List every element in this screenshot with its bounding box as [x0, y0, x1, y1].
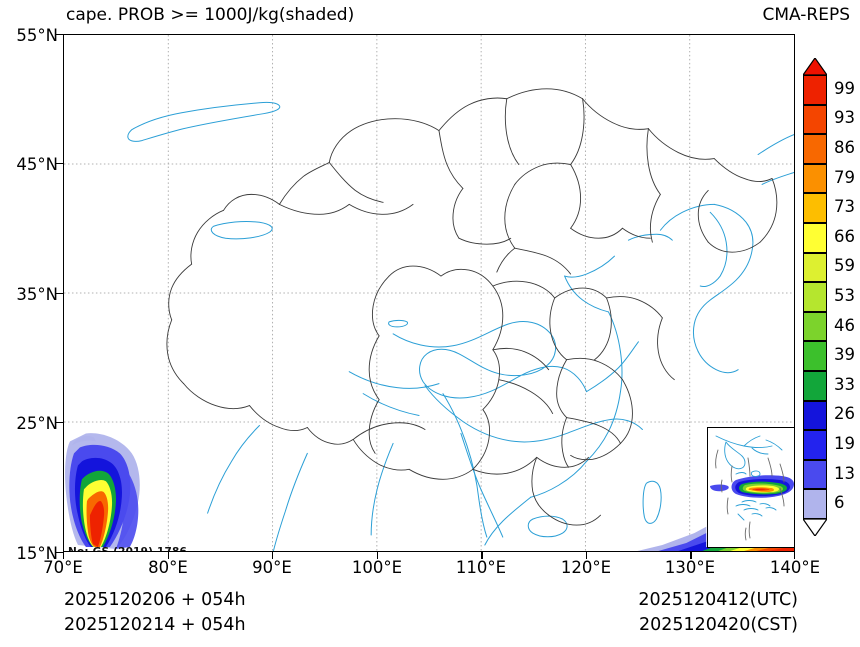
- model-label: CMA-REPS: [762, 5, 850, 25]
- footer-valid-time-utc: 2025120412(UTC): [638, 590, 798, 610]
- y-tick-mark: [56, 163, 63, 165]
- x-tick-mark: [63, 552, 65, 559]
- colorbar-tick-label: 19: [834, 434, 855, 453]
- colorbar-tick-label: 66: [834, 226, 855, 246]
- y-tick-label: 55°N: [16, 26, 58, 45]
- x-tick-label: 100°E: [351, 558, 403, 577]
- shaded-region-southwest: [65, 433, 140, 550]
- colorbar-tick-label: 86: [834, 138, 855, 157]
- x-tick-mark: [272, 552, 274, 559]
- y-tick-label: 35°N: [16, 285, 58, 304]
- x-tick-label: 70°E: [43, 558, 83, 577]
- x-tick-mark: [585, 552, 588, 559]
- colorbar-cell: [803, 223, 827, 253]
- y-tick-mark: [56, 293, 63, 295]
- colorbar-cell: [803, 489, 827, 519]
- x-tick-label: 90°E: [252, 558, 292, 577]
- colorbar-tick-label: 59: [834, 256, 855, 276]
- footer-init-time-utc: 2025120206 + 054h: [64, 590, 246, 610]
- colorbar-cell: [803, 371, 827, 401]
- y-tick-label: 25°N: [16, 414, 58, 433]
- footer-valid-time-cst: 2025120420(CST): [638, 615, 798, 635]
- y-tick-label: 45°N: [16, 155, 58, 174]
- colorbar-tick-label: 6: [834, 493, 845, 513]
- x-tick-label: 130°E: [664, 558, 716, 577]
- x-tick-mark: [793, 552, 795, 559]
- colorbar-cell: [803, 341, 827, 371]
- x-tick-mark: [690, 552, 692, 559]
- x-tick-mark: [167, 552, 169, 559]
- colorbar-cell: [803, 430, 827, 460]
- inset-coastline-layer: [715, 435, 783, 521]
- map-canvas: [64, 35, 794, 551]
- colorbar-over-arrow: [803, 58, 827, 75]
- footer-init-time-cst: 2025120214 + 054h: [64, 615, 246, 635]
- colorbar-tick-label: 73: [834, 197, 855, 217]
- inset-canvas: [710, 435, 794, 541]
- inset-boundary-dashes: [715, 449, 785, 541]
- map-approval-annotation: No: GS (2019) 1786: [68, 540, 187, 552]
- colorbar-cell: [803, 282, 827, 312]
- south-china-sea-inset[interactable]: [707, 427, 795, 548]
- colorbar-cell: [803, 163, 827, 194]
- colorbar-tick-label: 79: [834, 167, 855, 187]
- x-tick-label: 80°E: [148, 558, 188, 577]
- x-tick-label: 120°E: [560, 558, 612, 577]
- x-tick-mark: [481, 552, 483, 559]
- y-tick-mark: [56, 34, 63, 36]
- x-tick-label: 110°E: [455, 558, 507, 577]
- page-title: cape. PROB >= 1000J/kg(shaded): [66, 5, 355, 25]
- colorbar-tick-label: 46: [834, 315, 855, 335]
- colorbar[interactable]: 99 93 86 79 73 66 59 53 46 39 33 26 19 13 6: [803, 58, 855, 536]
- coastline-layer: [127, 101, 794, 551]
- inset-shaded-region: [710, 475, 794, 498]
- y-tick-mark: [56, 422, 63, 424]
- colorbar-cell: [803, 134, 827, 164]
- colorbar-tick-label: 39: [834, 345, 855, 365]
- colorbar-cell: [803, 400, 827, 431]
- colorbar-cell: [803, 252, 827, 283]
- y-tick-mark: [56, 552, 63, 554]
- colorbar-tick-label: 26: [834, 404, 855, 424]
- colorbar-under-arrow: [803, 519, 827, 536]
- administrative-boundary-layer: [166, 88, 778, 526]
- y-tick-label: 15°N: [16, 544, 58, 563]
- colorbar-tick-label: 93: [834, 108, 855, 128]
- x-tick-label: 140°E: [769, 558, 821, 577]
- colorbar-tick-label: 99: [834, 78, 855, 98]
- map-approval-number: No: GS (2019) 1786: [68, 546, 187, 552]
- x-tick-mark: [376, 552, 378, 559]
- colorbar-cell: [803, 459, 827, 490]
- colorbar-tick-label: 13: [834, 463, 855, 483]
- map-plot-area[interactable]: No: GS (2019) 1786: [63, 34, 795, 552]
- colorbar-cell: [803, 75, 827, 105]
- colorbar-tick-label: 33: [834, 374, 855, 394]
- colorbar-cell: [803, 104, 827, 135]
- colorbar-cell: [803, 311, 827, 342]
- grid-lines: [64, 35, 794, 551]
- colorbar-tick-label: 53: [834, 286, 855, 305]
- colorbar-cell: [803, 193, 827, 223]
